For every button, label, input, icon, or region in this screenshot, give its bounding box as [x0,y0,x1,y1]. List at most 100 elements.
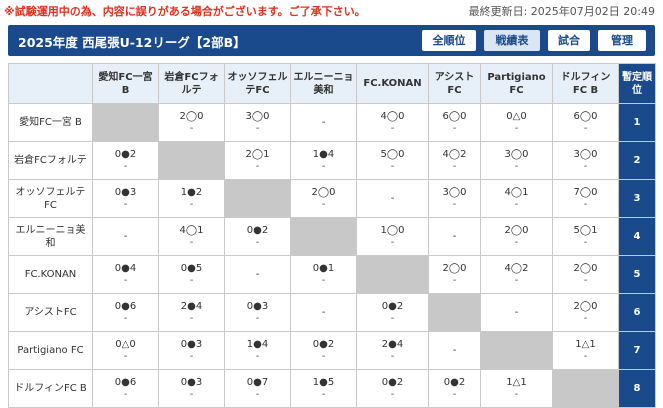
column-header[interactable]: アシストFC [428,63,481,104]
match-second-leg: - [189,236,194,248]
self-match-cell [224,179,291,218]
match-result-cell[interactable]: 0●5- [158,255,225,294]
rank-cell: 3 [618,179,656,218]
match-score: 4◯2 [442,148,467,160]
row-team-name[interactable]: 愛知FC一宮 B [8,103,93,142]
match-result-cell[interactable]: 0●2- [356,369,429,408]
match-result-cell[interactable]: - [290,293,357,332]
match-result-cell[interactable]: 0●3- [158,331,225,370]
rank-cell: 1 [618,103,656,142]
match-result-cell[interactable]: 1◯0- [356,217,429,256]
match-score: 4◯1 [504,186,529,198]
match-result-cell[interactable]: 1△1- [480,369,553,408]
row-team-name[interactable]: アシストFC [8,293,93,332]
row-team-name[interactable]: Partigiano FC [8,331,93,370]
match-result-cell[interactable]: 6◯0- [428,103,481,142]
column-header[interactable]: 愛知FC一宮 B [92,63,159,104]
match-result-cell[interactable]: 0●2- [356,293,429,332]
match-result-cell[interactable]: 4◯1- [480,179,553,218]
match-result-cell[interactable]: 7◯0- [552,179,619,218]
match-score: - [390,192,395,204]
match-second-leg: - [452,274,457,286]
match-result-cell[interactable]: 0●4- [92,255,159,294]
match-score: - [452,230,457,242]
match-score: 2◯0 [573,262,598,274]
match-result-cell[interactable]: 2●4- [158,293,225,332]
column-header[interactable]: ドルフィンFC B [552,63,619,104]
league-header: 2025年度 西尾張U-12リーグ【2部B】 全順位 戦績表 試合 管理 [8,25,655,56]
match-result-cell[interactable]: 1●4- [224,331,291,370]
column-header[interactable]: FC.KONAN [356,63,429,104]
match-second-leg: - [123,312,128,324]
match-result-cell[interactable]: 2●4- [356,331,429,370]
nav-admin-button[interactable]: 管理 [597,29,647,52]
match-result-cell[interactable]: 0●6- [92,293,159,332]
match-result-cell[interactable]: 0△0- [92,331,159,370]
match-result-cell[interactable]: - [92,217,159,256]
match-result-cell[interactable]: 0●3- [158,369,225,408]
match-result-cell[interactable]: 1●4- [290,141,357,180]
match-result-cell[interactable]: 4◯2- [480,255,553,294]
match-result-cell[interactable]: 2◯0- [290,179,357,218]
match-result-cell[interactable]: 2◯0- [158,103,225,142]
nav-all-rankings-button[interactable]: 全順位 [421,29,477,52]
row-team-name[interactable]: FC.KONAN [8,255,93,294]
column-header[interactable]: オッソフェルテFC [224,63,291,104]
match-result-cell[interactable]: 5◯0- [356,141,429,180]
match-result-cell[interactable]: 4◯2- [428,141,481,180]
match-score: 1△1 [575,338,596,350]
match-result-cell[interactable]: 3◯0- [224,103,291,142]
row-team-name[interactable]: オッソフェルテFC [8,179,93,218]
match-result-cell[interactable]: 0●2- [290,331,357,370]
match-result-cell[interactable]: - [224,255,291,294]
match-result-cell[interactable]: 2◯0- [552,293,619,332]
match-score: 1●2 [180,186,203,198]
match-result-cell[interactable]: 1●2- [158,179,225,218]
match-result-cell[interactable]: 3◯0- [552,141,619,180]
match-result-cell[interactable]: 1△1- [552,331,619,370]
match-result-cell[interactable]: 0●2- [428,369,481,408]
match-result-cell[interactable]: 4◯0- [356,103,429,142]
corner-cell [8,63,93,104]
match-result-cell[interactable]: 4◯1- [158,217,225,256]
row-team-name[interactable]: エルニーニョ美和 [8,217,93,256]
match-result-cell[interactable]: - [428,331,481,370]
column-header[interactable]: Partigiano FC [480,63,553,104]
match-result-cell[interactable]: 0●3- [92,179,159,218]
match-second-leg: - [390,388,395,400]
match-result-cell[interactable]: 0●1- [290,255,357,294]
column-header[interactable]: エルニーニョ美和 [290,63,357,104]
self-match-cell [552,369,619,408]
match-result-cell[interactable]: 2◯0- [552,255,619,294]
match-score: 0●2 [246,224,269,236]
match-result-cell[interactable]: 0●7- [224,369,291,408]
row-team-name[interactable]: ドルフィンFC B [8,369,93,408]
match-result-cell[interactable]: 2◯1- [224,141,291,180]
match-result-cell[interactable]: - [290,103,357,142]
rank-cell: 5 [618,255,656,294]
match-result-cell[interactable]: 0●6- [92,369,159,408]
match-result-cell[interactable]: 0●3- [224,293,291,332]
match-result-cell[interactable]: 0●2- [224,217,291,256]
column-header[interactable]: 岩倉FCフォルテ [158,63,225,104]
match-second-leg: - [390,160,395,172]
match-result-cell[interactable]: 0△0- [480,103,553,142]
match-result-cell[interactable]: 6◯0- [552,103,619,142]
row-team-name[interactable]: 岩倉FCフォルテ [8,141,93,180]
match-result-cell[interactable]: 5◯1- [552,217,619,256]
nav-results-table-button[interactable]: 戦績表 [483,29,541,52]
match-second-leg: - [189,312,194,324]
match-score: 0●5 [180,262,203,274]
match-result-cell[interactable]: 2◯0- [428,255,481,294]
match-result-cell[interactable]: - [480,293,553,332]
match-result-cell[interactable]: 1●5- [290,369,357,408]
match-result-cell[interactable]: - [428,217,481,256]
match-score: 0●2 [114,148,137,160]
match-second-leg: - [514,388,519,400]
match-result-cell[interactable]: 0●2- [92,141,159,180]
match-result-cell[interactable]: 2◯0- [480,217,553,256]
match-result-cell[interactable]: 3◯0- [428,179,481,218]
match-result-cell[interactable]: - [356,179,429,218]
match-result-cell[interactable]: 3◯0- [480,141,553,180]
nav-matches-button[interactable]: 試合 [547,29,591,52]
